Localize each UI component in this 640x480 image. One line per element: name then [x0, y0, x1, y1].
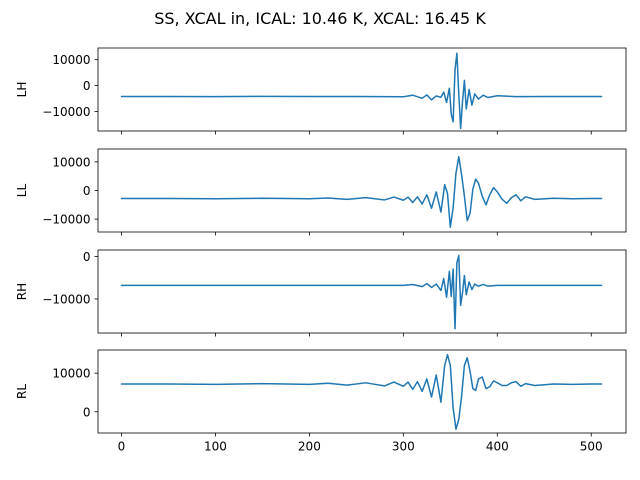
x-tick-label: 500 — [580, 440, 603, 454]
chart-title: SS, XCAL in, ICAL: 10.46 K, XCAL: 16.45 … — [154, 9, 486, 28]
y-axis-label: LL — [15, 184, 29, 198]
y-tick-label: 0 — [83, 250, 91, 264]
y-tick-label: 0 — [83, 184, 91, 198]
y-tick-label: 10000 — [52, 155, 90, 169]
y-axis-label: LH — [15, 82, 29, 98]
subplot-ll: 10000 0 −10000 LL — [15, 148, 627, 236]
y-tick-label: −10000 — [42, 105, 90, 119]
y-tick-label: 10000 — [52, 53, 90, 67]
axes-frame — [97, 249, 627, 334]
y-tick-label: 10000 — [52, 367, 90, 381]
x-tick-label: 0 — [118, 440, 126, 454]
x-tick-label: 300 — [392, 440, 415, 454]
y-tick-label: −10000 — [42, 292, 90, 306]
series-line-rh — [120, 254, 603, 330]
series-line-lh — [120, 52, 603, 130]
axes-frame — [97, 47, 627, 132]
subplots: 100000−10000LH100000−10000LL0−10000RH100… — [15, 47, 627, 454]
x-tick-label: 100 — [204, 440, 227, 454]
x-tick-label: 200 — [298, 440, 321, 454]
x-tick-label: 400 — [486, 440, 509, 454]
series-line-ll — [120, 155, 603, 228]
y-axis-label: RL — [15, 384, 29, 399]
subplot-rh: 0 −10000 RH — [15, 249, 627, 337]
subplot-lh: 10000 0 −10000 LH — [15, 47, 627, 135]
y-tick-label: −10000 — [42, 213, 90, 227]
y-tick-label: 0 — [83, 79, 91, 93]
y-axis-label: RH — [15, 283, 29, 300]
subplot-rl: 10000 0 RL 0 100 200 300 400 500 — [15, 349, 627, 454]
axes-frame — [97, 349, 627, 434]
series-line-rl — [120, 353, 603, 430]
y-tick-label: 0 — [83, 405, 91, 419]
